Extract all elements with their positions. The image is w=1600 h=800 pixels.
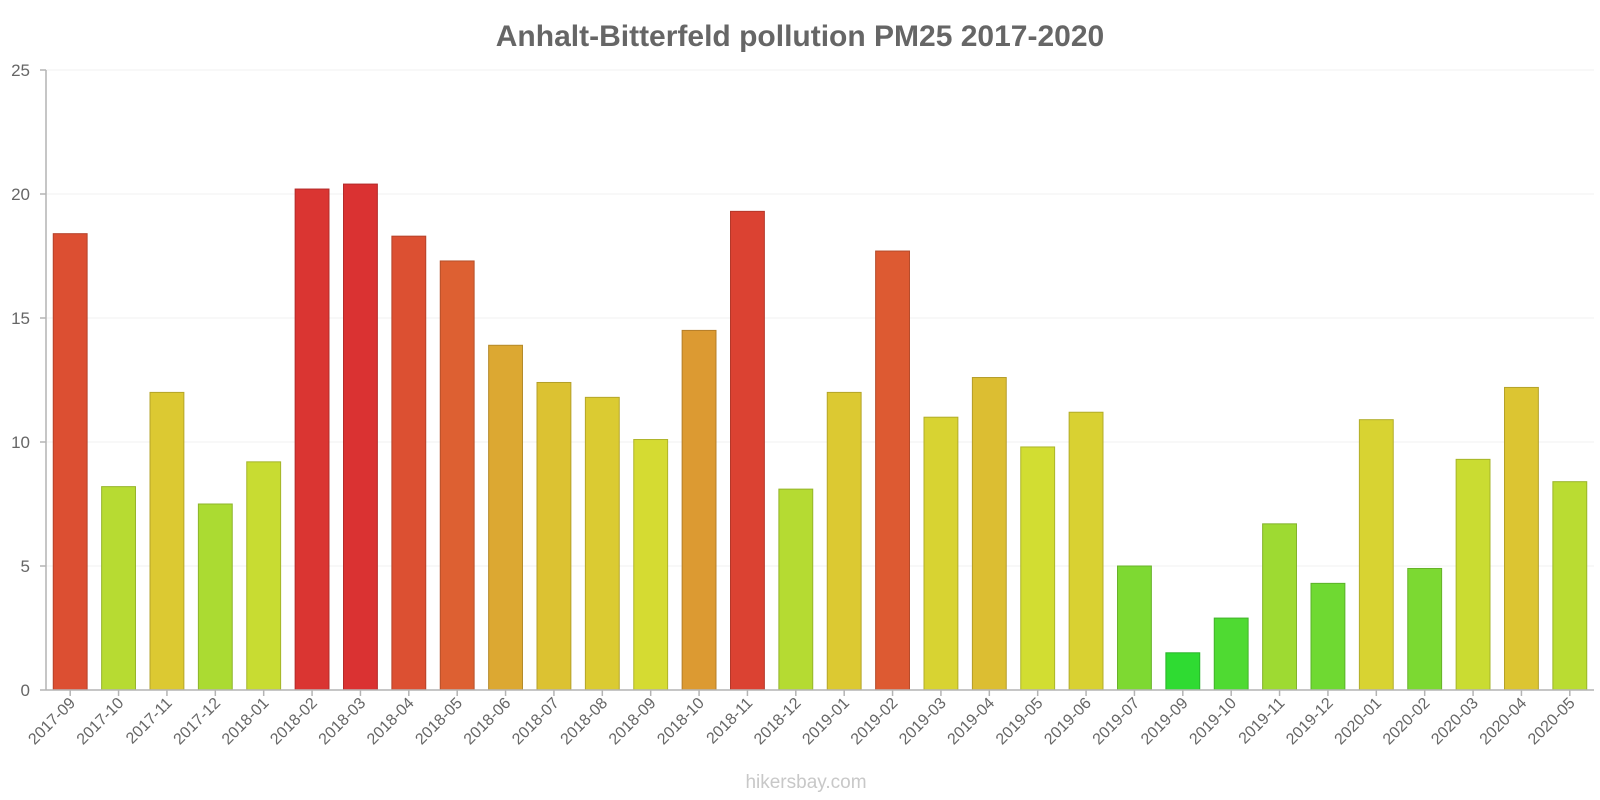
y-tick-label: 15 (11, 309, 30, 328)
bar-2018-05 (439, 260, 475, 691)
bar-2018-11 (730, 210, 765, 691)
bar-2017-12 (197, 503, 233, 691)
x-tick-label: 2018-12 (751, 695, 805, 749)
x-tick-label: 2018-01 (219, 695, 273, 749)
x-tick-label: 2019-02 (848, 695, 902, 749)
y-tick-label: 25 (11, 61, 30, 80)
x-tick-label: 2020-03 (1428, 695, 1482, 749)
bar-2019-11 (1262, 523, 1297, 691)
bar-2019-01 (826, 391, 862, 691)
bar-2018-07 (536, 381, 572, 691)
bar-2019-03 (923, 416, 959, 691)
y-tick-label: 0 (21, 681, 30, 700)
bar-2018-04 (391, 235, 427, 691)
x-tick-label: 2018-10 (654, 695, 708, 749)
x-tick-label: 2019-06 (1041, 695, 1095, 749)
x-tick-label: 2019-04 (945, 695, 999, 749)
x-tick-label: 2020-02 (1380, 695, 1434, 749)
bar-2020-02 (1407, 567, 1443, 691)
x-tick-label: 2019-09 (1138, 695, 1192, 749)
x-tick-label: 2018-08 (558, 695, 612, 749)
x-axis-ticks: 2017-092017-102017-112017-122018-012018-… (25, 690, 1579, 749)
y-axis-ticks: 0 5 10 15 20 25 (11, 61, 46, 700)
x-tick-label: 2019-05 (993, 695, 1047, 749)
bar-2017-09 (52, 233, 88, 691)
bar-2019-09 (1165, 652, 1201, 691)
y-tick-label: 10 (11, 433, 30, 452)
chart-title: Anhalt-Bitterfeld pollution PM25 2017-20… (496, 20, 1104, 53)
x-tick-label: 2018-02 (267, 695, 321, 749)
bar-2020-04 (1504, 386, 1539, 691)
x-tick-label: 2017-11 (123, 695, 176, 748)
bar-2018-12 (778, 488, 814, 691)
x-tick-label: 2017-09 (25, 695, 79, 749)
x-tick-label: 2018-07 (509, 695, 563, 749)
bar-2019-02 (875, 250, 910, 691)
bar-2018-01 (246, 461, 282, 691)
bar-2017-11 (149, 391, 185, 691)
x-tick-label: 2019-11 (1236, 695, 1289, 748)
bar-2020-01 (1358, 419, 1394, 691)
x-tick-label: 2018-06 (461, 695, 515, 749)
bar-2019-07 (1117, 565, 1152, 691)
bar-2020-03 (1455, 458, 1491, 691)
x-tick-label: 2019-10 (1186, 695, 1240, 749)
x-tick-label: 2019-07 (1090, 695, 1144, 749)
credit-watermark: hikersbay.com (745, 772, 866, 793)
bar-2018-03 (343, 183, 378, 691)
bar-2018-02 (294, 188, 330, 691)
bar-2019-05 (1020, 446, 1056, 691)
bar-2018-06 (488, 344, 523, 691)
bars (52, 183, 1588, 691)
y-tick-label: 5 (21, 557, 30, 576)
bar-2019-12 (1310, 582, 1346, 691)
x-tick-label: 2018-09 (606, 695, 660, 749)
x-tick-label: 2020-04 (1477, 695, 1531, 749)
x-tick-label: 2018-04 (364, 695, 418, 749)
bar-2019-10 (1213, 617, 1249, 691)
bar-2018-10 (681, 329, 717, 691)
bar-2019-04 (971, 377, 1007, 691)
bar-2019-06 (1068, 411, 1104, 691)
x-tick-label: 2018-11 (704, 695, 757, 748)
x-tick-label: 2017-12 (171, 695, 225, 749)
x-tick-label: 2019-01 (799, 695, 853, 749)
x-tick-label: 2018-05 (412, 695, 466, 749)
x-tick-label: 2020-01 (1332, 695, 1386, 749)
bar-2018-08 (584, 396, 620, 691)
x-tick-label: 2018-03 (316, 695, 370, 749)
x-tick-label: 2020-05 (1525, 695, 1579, 749)
x-tick-label: 2019-03 (896, 695, 950, 749)
bar-2018-09 (633, 439, 669, 691)
x-tick-label: 2017-10 (74, 695, 128, 749)
y-tick-label: 20 (11, 185, 30, 204)
bar-2017-10 (101, 486, 136, 691)
x-tick-label: 2019-12 (1283, 695, 1337, 749)
bar-2020-05 (1552, 481, 1588, 691)
